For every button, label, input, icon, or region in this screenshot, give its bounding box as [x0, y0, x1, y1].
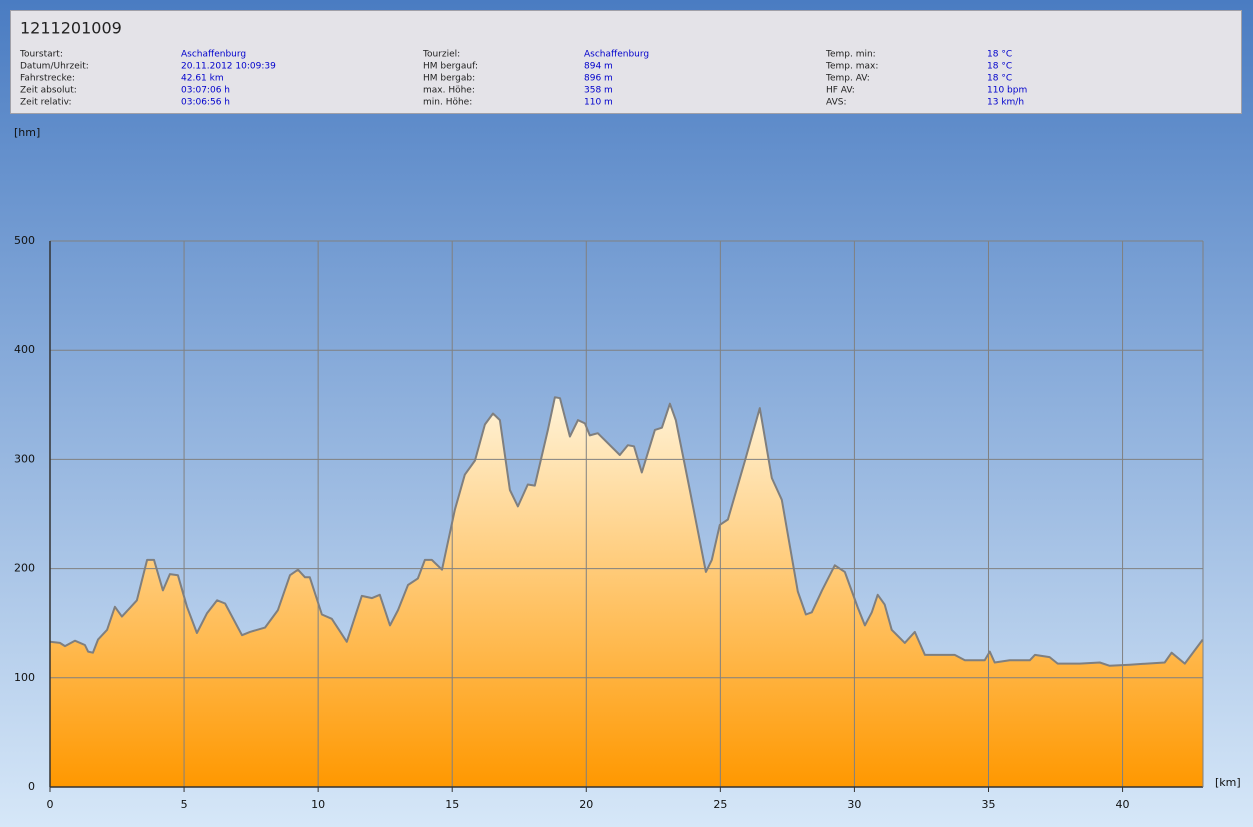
- y-tick-label: 100: [14, 671, 35, 684]
- y-tick-label: 400: [14, 343, 35, 356]
- y-axis-label: [hm]: [14, 126, 40, 139]
- info-label: Temp. min:: [825, 50, 876, 60]
- info-value: Aschaffenburg: [584, 50, 649, 60]
- info-label: Datum/Uhrzeit:: [20, 62, 89, 72]
- y-tick-label: 300: [14, 452, 35, 465]
- info-value: 03:06:56 h: [181, 98, 230, 108]
- info-label: Tourstart:: [19, 50, 63, 60]
- info-label: Zeit absolut:: [20, 86, 77, 96]
- x-tick-label: 35: [981, 798, 995, 811]
- x-tick-label: 25: [713, 798, 727, 811]
- area-outline: [49, 396, 1204, 667]
- panel-title: 1211201009: [20, 19, 122, 38]
- info-label: Temp. AV:: [825, 74, 870, 84]
- x-tick-label: 0: [47, 798, 54, 811]
- info-label: Zeit relativ:: [20, 98, 72, 108]
- x-tick-label: 40: [1116, 798, 1130, 811]
- y-tick-label: 500: [14, 234, 35, 247]
- info-value: 18 °C: [987, 74, 1012, 84]
- info-value: 03:07:06 h: [181, 86, 230, 96]
- info-label: AVS:: [826, 98, 846, 108]
- info-value: 20.11.2012 10:09:39: [181, 62, 276, 72]
- info-label: max. Höhe:: [423, 86, 475, 96]
- info-value: 894 m: [584, 62, 613, 72]
- info-panel: [10, 10, 1242, 114]
- info-value: 110 m: [584, 98, 613, 108]
- info-value: Aschaffenburg: [181, 50, 246, 60]
- info-label: Fahrstrecke:: [20, 74, 75, 84]
- info-value: 358 m: [584, 86, 613, 96]
- info-label: HM bergauf:: [423, 62, 478, 72]
- y-tick-label: 0: [28, 780, 35, 793]
- info-label: min. Höhe:: [423, 98, 472, 108]
- info-value: 110 bpm: [987, 86, 1027, 96]
- x-tick-label: 10: [311, 798, 325, 811]
- info-value: 896 m: [584, 74, 613, 84]
- info-label: Tourziel:: [422, 50, 460, 60]
- info-label: HF AV:: [826, 86, 855, 96]
- info-value: 18 °C: [987, 50, 1012, 60]
- info-label: Temp. max:: [825, 62, 878, 72]
- info-table: Tourstart: Aschaffenburg Datum/Uhrzeit: 20.…: [19, 50, 1027, 108]
- info-value: 42.61 km: [181, 74, 224, 84]
- x-tick-label: 20: [579, 798, 593, 811]
- area: [50, 397, 1203, 787]
- info-label: HM bergab:: [423, 74, 475, 84]
- x-tick-label: 5: [181, 798, 188, 811]
- y-tick-label: 200: [14, 562, 35, 575]
- x-tick-label: 30: [847, 798, 861, 811]
- info-value: 13 km/h: [987, 98, 1024, 108]
- info-value: 18 °C: [987, 62, 1012, 72]
- x-tick-label: 15: [445, 798, 459, 811]
- x-axis-label: [km]: [1215, 776, 1241, 789]
